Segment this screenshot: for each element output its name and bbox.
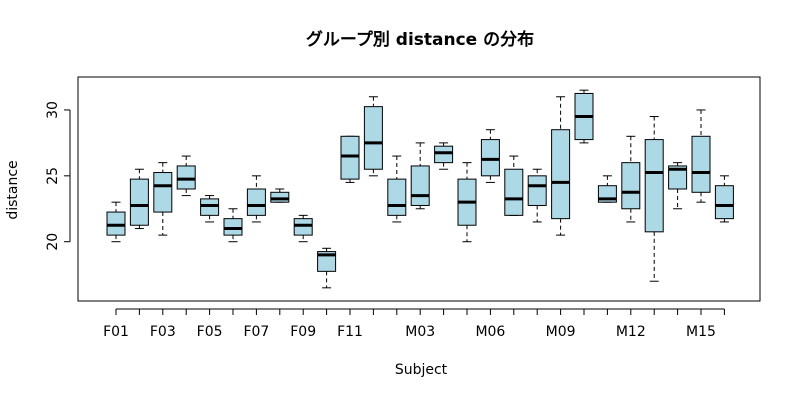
box-M04 bbox=[434, 145, 454, 164]
box-M02 bbox=[387, 178, 407, 216]
box-F09 bbox=[293, 218, 313, 236]
y-axis-label: distance bbox=[5, 160, 21, 219]
y-tick-label-25: 25 bbox=[45, 167, 61, 185]
box-F05 bbox=[200, 198, 220, 216]
box-M03 bbox=[410, 165, 430, 206]
x-tick-label-M15: M15 bbox=[686, 324, 716, 340]
box-M13 bbox=[644, 139, 664, 233]
box-F03 bbox=[153, 172, 173, 213]
x-tick-label-M12: M12 bbox=[616, 324, 646, 340]
box-M14 bbox=[668, 165, 688, 190]
x-tick-label-M09: M09 bbox=[546, 324, 576, 340]
box-M01 bbox=[363, 106, 383, 170]
box-F08 bbox=[270, 191, 290, 203]
box-M12 bbox=[621, 162, 641, 210]
x-tick-label-F07: F07 bbox=[243, 324, 269, 340]
y-tick-label-30: 30 bbox=[45, 101, 61, 119]
x-tick-label-F01: F01 bbox=[103, 324, 129, 340]
x-tick-label-M06: M06 bbox=[475, 324, 505, 340]
box-F02 bbox=[129, 178, 149, 226]
box-F06 bbox=[223, 218, 243, 236]
chart-title: グループ別 distance の分布 bbox=[306, 29, 534, 50]
box-M16 bbox=[714, 185, 734, 220]
box-F04 bbox=[176, 165, 196, 190]
box-M07 bbox=[504, 168, 524, 216]
box-F10 bbox=[317, 251, 337, 272]
x-tick-label-F09: F09 bbox=[290, 324, 316, 340]
x-tick-label-M03: M03 bbox=[405, 324, 435, 340]
box-M06 bbox=[480, 139, 500, 177]
box-M08 bbox=[527, 175, 547, 206]
y-tick-label-20: 20 bbox=[45, 233, 61, 251]
box-F11 bbox=[340, 135, 360, 180]
box-M09 bbox=[551, 129, 571, 220]
x-axis-label: Subject bbox=[395, 362, 448, 378]
x-tick-label-F05: F05 bbox=[197, 324, 223, 340]
box-F01 bbox=[106, 211, 126, 236]
x-tick-label-F03: F03 bbox=[150, 324, 176, 340]
x-tick-label-F11: F11 bbox=[337, 324, 363, 340]
plot-frame bbox=[77, 76, 761, 302]
box-M15 bbox=[691, 135, 711, 193]
box-F07 bbox=[246, 188, 266, 216]
plot-area: 20 25 30 F01 F03 F05 F07 F09 F11 M03 M06 M09 M12 M15 bbox=[45, 89, 734, 340]
